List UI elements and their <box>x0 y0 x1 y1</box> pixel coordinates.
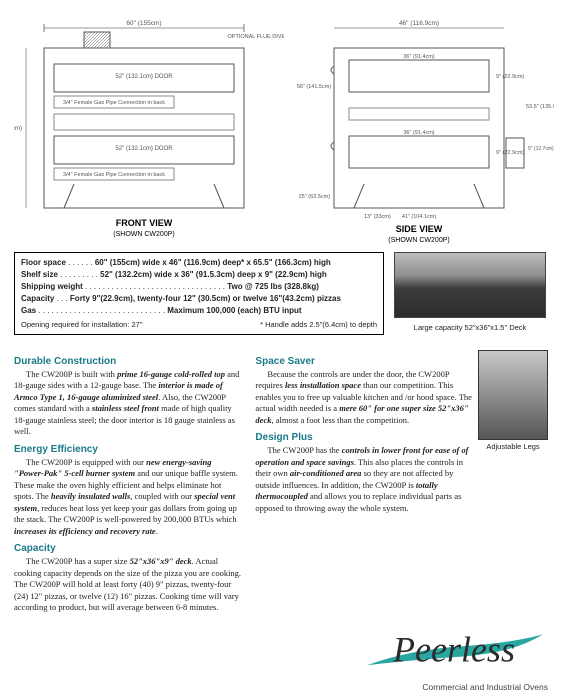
front-view-diagram: 60" (155cm) 52" (132.1cm) DOOR 3/4" Fema… <box>14 8 284 248</box>
side-view-diagram: 46" (116.9cm) 36" (91.4cm) 9" (22.9cm) 9… <box>294 8 554 248</box>
svg-text:25" (63.5cm): 25" (63.5cm) <box>299 194 330 200</box>
svg-text:FRONT VIEW: FRONT VIEW <box>116 218 173 228</box>
svg-text:60" (155cm): 60" (155cm) <box>126 20 161 27</box>
svg-text:5" (12.7cm) FLUE BOX: 5" (12.7cm) FLUE BOX <box>528 146 554 152</box>
svg-text:36" (91.4cm): 36" (91.4cm) <box>403 130 434 136</box>
svg-text:(SHOWN CW200P): (SHOWN CW200P) <box>388 237 449 244</box>
legs-figure: Adjustable Legs <box>478 350 548 451</box>
svg-text:13" (33cm): 13" (33cm) <box>364 214 391 220</box>
spec-label: Shelf size <box>21 270 58 279</box>
legs-photo <box>478 350 548 440</box>
section-para: The CW200P has the controls in lower fro… <box>255 445 472 514</box>
svg-text:46" (116.9cm): 46" (116.9cm) <box>399 20 439 27</box>
spec-val: 52" (132.2cm) wide x 36" (91.5.3cm) deep… <box>100 270 327 279</box>
svg-text:65.5" (166.3cm): 65.5" (166.3cm) <box>14 126 22 132</box>
section-heading: Capacity <box>14 543 241 554</box>
section-heading: Durable Construction <box>14 356 241 367</box>
svg-text:9" (22.9cm): 9" (22.9cm) <box>496 74 524 80</box>
brand-logo: Peerless Commercial and Industrial Ovens <box>348 624 548 692</box>
body-text: Durable Construction The CW200P is built… <box>14 350 548 613</box>
deck-photo-caption: Large capacity 52"x36"x1.5" Deck <box>394 323 546 332</box>
svg-text:3/4" Female Gas Pipe Connectio: 3/4" Female Gas Pipe Connection in back <box>63 100 165 106</box>
svg-text:41" (104.1cm): 41" (104.1cm) <box>402 214 437 220</box>
spec-label: Gas <box>21 306 36 315</box>
section-heading: Energy Efficiency <box>14 444 241 455</box>
section-para: The CW200P is equipped with our new ener… <box>14 457 241 537</box>
svg-text:53.5" (135.9cm): 53.5" (135.9cm) <box>526 104 554 110</box>
svg-text:(SHOWN CW200P): (SHOWN CW200P) <box>113 231 174 238</box>
spec-label: Shipping weight <box>21 282 83 291</box>
svg-text:3/4" Female Gas Pipe Connectio: 3/4" Female Gas Pipe Connection in back <box>63 172 165 178</box>
svg-text:SIDE VIEW: SIDE VIEW <box>396 224 443 234</box>
spec-footer-left: Opening required for installation: 27" <box>21 319 143 330</box>
specs-table: Floor space . . . . . . 60" (155cm) wide… <box>14 252 384 335</box>
section-para: The CW200P has a super size 52"x36"x9" d… <box>14 556 241 613</box>
spec-val: Maximum 100,000 (each) BTU input <box>167 306 301 315</box>
spec-val: Forty 9"(22.9cm), twenty-four 12" (30.5c… <box>70 294 341 303</box>
section-heading: Design Plus <box>255 432 472 443</box>
spec-label: Floor space <box>21 258 66 267</box>
spec-label: Capacity <box>21 294 54 303</box>
section-para: Because the controls are under the door,… <box>255 369 472 426</box>
legs-caption: Adjustable Legs <box>478 442 548 451</box>
svg-text:52" (132.1cm) DOOR: 52" (132.1cm) DOOR <box>115 74 173 80</box>
section-para: The CW200P is built with prime 16-gauge … <box>14 369 241 438</box>
svg-text:Peerless: Peerless <box>392 630 515 670</box>
svg-text:56" (141.5cm): 56" (141.5cm) <box>297 84 332 90</box>
spec-val: 60" (155cm) wide x 46" (116.9cm) deep* x… <box>95 258 331 267</box>
technical-diagrams: 60" (155cm) 52" (132.1cm) DOOR 3/4" Fema… <box>14 8 548 248</box>
svg-text:52" (132.1cm) DOOR: 52" (132.1cm) DOOR <box>115 146 173 152</box>
spec-footer-right: * Handle adds 2.5"(6.4cm) to depth <box>260 319 377 330</box>
spec-val: Two @ 725 lbs (328.8kg) <box>227 282 319 291</box>
svg-text:36" (91.4cm): 36" (91.4cm) <box>403 54 434 60</box>
svg-text:9" (22.9cm): 9" (22.9cm) <box>496 150 524 156</box>
svg-text:OPTIONAL FLUE DIVERTOR: OPTIONAL FLUE DIVERTOR <box>228 34 284 40</box>
section-heading: Space Saver <box>255 356 472 367</box>
deck-photo <box>394 252 546 318</box>
